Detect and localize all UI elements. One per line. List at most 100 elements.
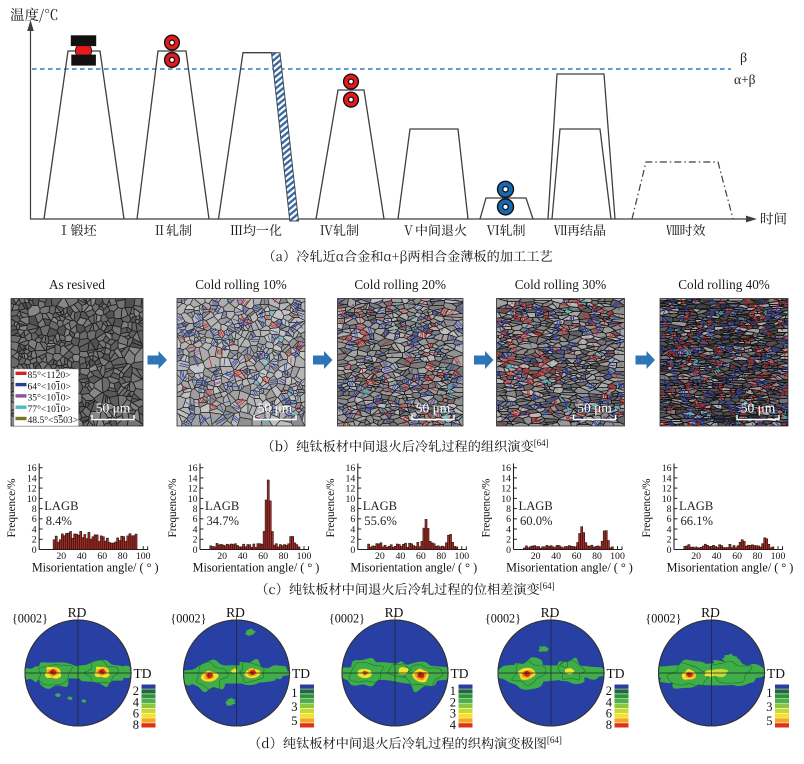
svg-text:[64]: [64] <box>547 735 562 745</box>
svg-text:4: 4 <box>506 524 511 535</box>
svg-text:16: 16 <box>501 463 511 474</box>
svg-text:TD: TD <box>292 666 310 681</box>
svg-text:4: 4 <box>606 695 613 709</box>
svg-text:50 μm: 50 μm <box>741 401 776 416</box>
svg-text:4: 4 <box>32 524 37 535</box>
svg-text:6: 6 <box>193 514 198 525</box>
svg-text:4: 4 <box>350 524 355 535</box>
svg-text:{0002}: {0002} <box>170 612 206 626</box>
svg-text:80: 80 <box>118 551 128 562</box>
svg-text:LAGB: LAGB <box>363 499 397 513</box>
svg-text:50 μm: 50 μm <box>416 401 451 416</box>
svg-text:48.5°<5503>: 48.5°<5503> <box>28 415 79 426</box>
svg-text:50 μm: 50 μm <box>258 401 293 416</box>
svg-text:TD: TD <box>134 666 152 681</box>
svg-text:60: 60 <box>572 551 582 562</box>
svg-text:Misorientation angle/ ( ° ): Misorientation angle/ ( ° ) <box>350 561 477 575</box>
svg-text:1: 1 <box>291 686 297 700</box>
svg-text:Cold rolling 40%: Cold rolling 40% <box>678 277 770 292</box>
svg-text:RD: RD <box>701 605 720 620</box>
svg-text:0: 0 <box>667 545 672 556</box>
svg-text:Misorientation angle/ ( ° ): Misorientation angle/ ( ° ) <box>32 561 159 575</box>
svg-text:20: 20 <box>691 551 701 562</box>
svg-text:60: 60 <box>732 551 742 562</box>
svg-text:8: 8 <box>506 504 511 515</box>
svg-text:16: 16 <box>662 463 672 474</box>
svg-text:35°<1010>: 35°<1010> <box>28 393 71 404</box>
svg-text:Cold rolling 20%: Cold rolling 20% <box>354 277 446 292</box>
svg-text:Cold rolling 10%: Cold rolling 10% <box>195 277 287 292</box>
svg-text:4: 4 <box>667 524 672 535</box>
svg-text:5: 5 <box>291 714 297 728</box>
svg-text:64°<1010>: 64°<1010> <box>28 381 71 392</box>
svg-text:10: 10 <box>662 494 672 505</box>
svg-text:[64]: [64] <box>540 581 555 591</box>
svg-text:8: 8 <box>606 718 612 732</box>
svg-text:0: 0 <box>506 545 511 556</box>
svg-text:77°<1010>: 77°<1010> <box>28 404 71 415</box>
svg-text:1: 1 <box>450 684 456 698</box>
svg-text:0: 0 <box>32 545 37 556</box>
svg-text:2: 2 <box>133 684 139 698</box>
svg-text:2: 2 <box>506 535 511 546</box>
svg-text:100: 100 <box>610 551 625 562</box>
svg-text:60: 60 <box>416 551 426 562</box>
svg-text:8: 8 <box>350 504 355 515</box>
svg-text:85°<1120>: 85°<1120> <box>28 370 71 381</box>
svg-text:0: 0 <box>193 545 198 556</box>
svg-text:80: 80 <box>753 551 763 562</box>
svg-text:40: 40 <box>238 551 248 562</box>
svg-text:Frequence/%: Frequence/% <box>167 478 179 537</box>
svg-text:6: 6 <box>350 514 355 525</box>
svg-text:LAGB: LAGB <box>205 499 239 513</box>
svg-text:RD: RD <box>226 605 245 620</box>
svg-text:4: 4 <box>450 718 457 732</box>
svg-text:10: 10 <box>188 494 198 505</box>
svg-text:20: 20 <box>531 551 541 562</box>
svg-text:Frequence/%: Frequence/% <box>641 478 653 537</box>
svg-text:80: 80 <box>592 551 602 562</box>
svg-text:3: 3 <box>450 707 456 721</box>
svg-text:Misorientation angle/ ( ° ): Misorientation angle/ ( ° ) <box>667 561 794 575</box>
svg-text:14: 14 <box>501 473 511 484</box>
svg-text:[64]: [64] <box>534 438 549 448</box>
svg-text:12: 12 <box>501 484 511 495</box>
svg-text:20: 20 <box>375 551 385 562</box>
svg-text:Misorientation angle/ ( ° ): Misorientation angle/ ( ° ) <box>506 561 633 575</box>
svg-text:Cold rolling 30%: Cold rolling 30% <box>515 277 607 292</box>
svg-text:TD: TD <box>767 666 785 681</box>
svg-text:{0002}: {0002} <box>645 612 681 626</box>
svg-text:40: 40 <box>77 551 87 562</box>
svg-text:0: 0 <box>350 545 355 556</box>
svg-text:1: 1 <box>766 686 772 700</box>
svg-text:{0002}: {0002} <box>485 612 521 626</box>
svg-text:14: 14 <box>346 473 356 484</box>
svg-text:50 μm: 50 μm <box>577 401 612 416</box>
svg-text:8: 8 <box>193 504 198 515</box>
svg-text:8: 8 <box>667 504 672 515</box>
svg-text:3: 3 <box>291 700 297 714</box>
svg-text:6: 6 <box>667 514 672 525</box>
svg-text:LAGB: LAGB <box>44 499 78 513</box>
svg-text:LAGB: LAGB <box>679 499 713 513</box>
svg-text:66.1%: 66.1% <box>681 514 714 528</box>
svg-text:8.4%: 8.4% <box>46 514 73 528</box>
svg-text:20: 20 <box>56 551 66 562</box>
svg-text:34.7%: 34.7% <box>207 514 240 528</box>
svg-text:RD: RD <box>541 605 560 620</box>
svg-text:3: 3 <box>766 700 772 714</box>
svg-text:80: 80 <box>279 551 289 562</box>
svg-text:40: 40 <box>551 551 561 562</box>
svg-text:TD: TD <box>451 666 469 681</box>
svg-text:6: 6 <box>506 514 511 525</box>
svg-text:8: 8 <box>32 504 37 515</box>
svg-text:RD: RD <box>68 605 87 620</box>
svg-text:2: 2 <box>193 535 198 546</box>
svg-text:10: 10 <box>346 494 356 505</box>
svg-text:6: 6 <box>606 707 612 721</box>
svg-text:40: 40 <box>396 551 406 562</box>
svg-text:5: 5 <box>766 714 772 728</box>
svg-text:Frequence/%: Frequence/% <box>6 478 18 537</box>
svg-text:TD: TD <box>607 666 625 681</box>
svg-text:12: 12 <box>188 484 198 495</box>
